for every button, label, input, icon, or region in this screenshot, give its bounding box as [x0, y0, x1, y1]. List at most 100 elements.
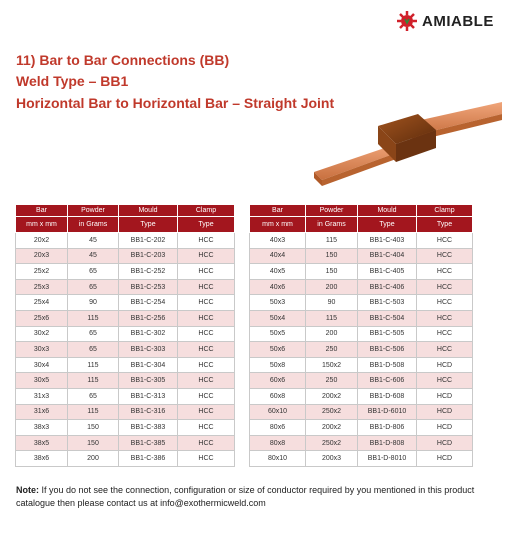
table-cell: BB1-C-383: [118, 419, 178, 436]
table-cell: BB1-C-252: [118, 263, 178, 280]
table-cell: BB1-C-406: [357, 278, 417, 296]
table-gap-cell: [234, 232, 250, 249]
table-cell: 60x10: [249, 403, 306, 421]
table-cell: BB1-C-506: [357, 341, 417, 358]
col-bar: Bar: [15, 204, 68, 217]
table-gap-cell: [234, 388, 250, 405]
sub-gap: [234, 216, 250, 233]
note-text: If you do not see the connection, config…: [16, 485, 475, 508]
table-cell: 65: [67, 341, 119, 358]
table-cell: 115: [67, 403, 119, 421]
table-cell: 200: [305, 278, 358, 296]
table-cell: 80x10: [249, 450, 306, 467]
table-cell: 90: [67, 294, 119, 311]
table-gap-cell: [234, 294, 250, 311]
table-gap-cell: [234, 326, 250, 342]
table-cell: 30x4: [15, 356, 68, 374]
table-cell: 250x2: [305, 403, 358, 421]
table-cell: 150x2: [305, 356, 358, 374]
table-gap-cell: [234, 279, 250, 295]
table-cell: BB1-D-608: [357, 387, 417, 405]
col-clamp: Clamp: [177, 204, 235, 217]
table-cell: HCC: [177, 434, 235, 452]
sub-powder-2: in Grams: [305, 216, 358, 233]
table-cell: BB1-C-404: [357, 247, 417, 265]
table-cell: 45: [67, 247, 119, 265]
table-cell: HCC: [177, 247, 235, 265]
table-header-row: Bar Powder Mould Clamp Bar Powder Mould …: [15, 204, 473, 217]
table-cell: 50x3: [249, 294, 306, 311]
table-cell: HCC: [416, 232, 473, 249]
table-cell: 38x6: [15, 450, 68, 467]
table-cell: HCC: [416, 294, 473, 311]
table-gap-cell: [234, 310, 250, 327]
table-cell: HCC: [177, 263, 235, 280]
col-mould: Mould: [118, 204, 178, 217]
connection-table: Bar Powder Mould Clamp Bar Powder Mould …: [15, 204, 473, 467]
table-gap-cell: [234, 372, 250, 389]
table-cell: HCD: [416, 450, 473, 467]
table-cell: 50x8: [249, 356, 306, 374]
table-row: 31x6 115 BB1-C-316 HCC 60x10 250x2 BB1-D-6010 H…: [15, 403, 473, 421]
table-cell: 31x6: [15, 403, 68, 421]
table-gap-cell: [234, 248, 250, 264]
table-cell: HCC: [177, 356, 235, 374]
table-cell: HCD: [416, 419, 473, 436]
table-cell: 25x6: [15, 309, 68, 327]
table-body: 20x2 45 BB1-C-202 HCC 40x3 115 BB1-C-403 HCC 20x…: [15, 232, 473, 467]
table-cell: HCC: [177, 341, 235, 358]
table-cell: BB1-C-386: [118, 450, 178, 467]
table-cell: BB1-C-504: [357, 309, 417, 327]
table-cell: HCC: [416, 278, 473, 296]
table-cell: 200x2: [305, 387, 358, 405]
table-cell: 25x4: [15, 294, 68, 311]
table-cell: HCD: [416, 356, 473, 374]
table-cell: BB1-C-253: [118, 278, 178, 296]
table-cell: 30x5: [15, 372, 68, 389]
table-cell: BB1-D-806: [357, 419, 417, 436]
table-cell: HCC: [416, 247, 473, 265]
table-cell: 40x6: [249, 278, 306, 296]
table-cell: BB1-D-8010: [357, 450, 417, 467]
table-cell: 65: [67, 263, 119, 280]
table-cell: 65: [67, 387, 119, 405]
table-cell: 150: [305, 263, 358, 280]
table-cell: BB1-D-808: [357, 434, 417, 452]
sub-mould-2: Type: [357, 216, 417, 233]
table-row: 20x2 45 BB1-C-202 HCC 40x3 115 BB1-C-403 HCC: [15, 232, 473, 249]
table-cell: HCC: [177, 232, 235, 249]
table-row: 38x5 150 BB1-C-385 HCC 80x8 250x2 BB1-D-808 HCD: [15, 434, 473, 452]
section-title: 11) Bar to Bar Connections (BB): [16, 52, 230, 68]
table-cell: BB1-C-203: [118, 247, 178, 265]
table-cell: BB1-C-316: [118, 403, 178, 421]
table-cell: BB1-C-302: [118, 325, 178, 343]
table-cell: 200: [305, 325, 358, 343]
table-cell: BB1-C-505: [357, 325, 417, 343]
table-cell: HCC: [177, 403, 235, 421]
table-cell: 20x2: [15, 232, 68, 249]
table-cell: 50x4: [249, 309, 306, 327]
table-cell: HCD: [416, 387, 473, 405]
col-gap: [234, 204, 250, 217]
table-cell: BB1-C-313: [118, 387, 178, 405]
table-row: 20x3 45 BB1-C-203 HCC 40x4 150 BB1-C-404 HCC: [15, 247, 473, 265]
table-subheader-row: mm x mm in Grams Type Type mm x mm in Gr…: [15, 216, 473, 233]
table-row: 25x3 65 BB1-C-253 HCC 40x6 200 BB1-C-406 HCC: [15, 278, 473, 296]
table-row: 25x4 90 BB1-C-254 HCC 50x3 90 BB1-C-503 HCC: [15, 294, 473, 311]
table-gap-cell: [234, 263, 250, 280]
table-cell: 90: [305, 294, 358, 311]
sub-clamp-2: Type: [416, 216, 473, 233]
brand-logo: AMIABLE: [396, 10, 494, 32]
table-gap-cell: [234, 435, 250, 451]
table-cell: BB1-C-202: [118, 232, 178, 249]
table-cell: 200: [67, 450, 119, 467]
table-cell: 150: [305, 247, 358, 265]
table-cell: HCC: [416, 263, 473, 280]
table-cell: 115: [67, 309, 119, 327]
table-cell: 25x2: [15, 263, 68, 280]
table-cell: BB1-C-606: [357, 372, 417, 389]
table-cell: 40x4: [249, 247, 306, 265]
table-cell: HCC: [177, 419, 235, 436]
col-clamp-2: Clamp: [416, 204, 473, 217]
table-cell: BB1-C-304: [118, 356, 178, 374]
